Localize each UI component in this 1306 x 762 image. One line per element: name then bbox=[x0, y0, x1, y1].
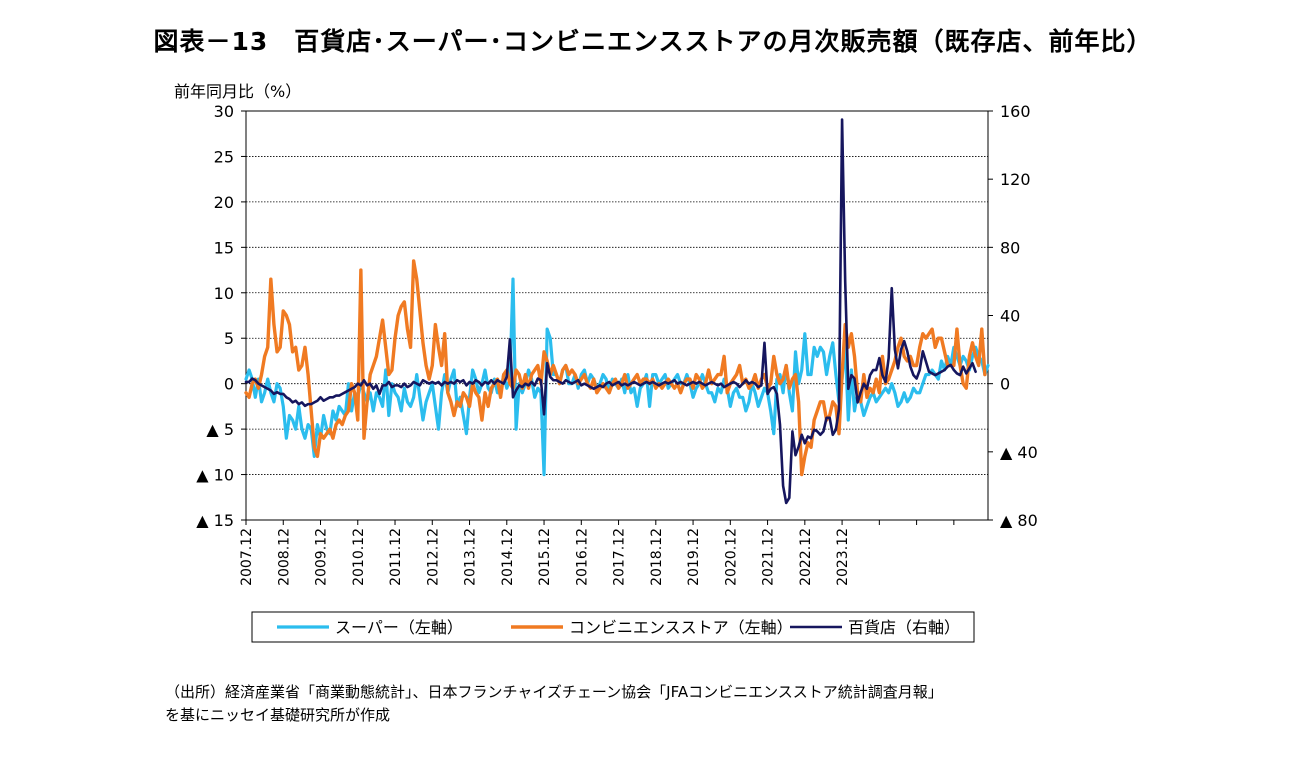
x-tick-label: 2009.12 bbox=[314, 528, 330, 586]
y-left-tick-label: 30 bbox=[214, 102, 234, 121]
y-left-tick-label: ▲ 10 bbox=[196, 466, 234, 485]
legend-box bbox=[251, 611, 975, 643]
y-left-tick-label: 5 bbox=[224, 329, 234, 348]
x-tick-label: 2007.12 bbox=[239, 528, 255, 586]
x-tick-label: 2013.12 bbox=[463, 528, 479, 586]
y-right-tick-label: 160 bbox=[1000, 102, 1031, 121]
y-right-tick-label: ▲ 40 bbox=[1000, 443, 1038, 462]
x-tick-label: 2016.12 bbox=[574, 528, 590, 586]
x-tick-label: 2020.12 bbox=[723, 528, 739, 586]
y-left-tick-label: ▲ 15 bbox=[196, 511, 234, 530]
x-tick-label: 2008.12 bbox=[276, 528, 292, 586]
y-right-tick-label: 120 bbox=[1000, 170, 1031, 189]
x-tick-label: 2012.12 bbox=[425, 528, 441, 586]
source-line-1: （出所）経済産業省「商業動態統計」、日本フランチャイズチェーン協会「JFAコンビ… bbox=[165, 683, 943, 701]
x-tick-label: 2019.12 bbox=[686, 528, 702, 586]
x-tick-label: 2015.12 bbox=[537, 528, 553, 586]
y-left-tick-label: 20 bbox=[214, 193, 234, 212]
legend-label-cvs: コンビニエンスストア（左軸） bbox=[569, 618, 793, 637]
y-left-tick-label: ▲ 5 bbox=[206, 420, 234, 439]
x-tick-label: 2021.12 bbox=[761, 528, 777, 586]
x-tick-label: 2023.12 bbox=[835, 528, 851, 586]
x-tick-label: 2018.12 bbox=[649, 528, 665, 586]
legend-label-dept: 百貨店（右軸） bbox=[848, 618, 960, 637]
y-right-tick-label: 40 bbox=[1000, 307, 1020, 326]
x-tick-label: 2017.12 bbox=[612, 528, 628, 586]
y-left-tick-label: 25 bbox=[214, 147, 234, 166]
y-right-tick-label: 0 bbox=[1000, 375, 1010, 394]
plot-area-border bbox=[245, 110, 989, 521]
x-tick-label: 2010.12 bbox=[351, 528, 367, 586]
y-right-tick-label: ▲ 80 bbox=[1000, 511, 1038, 530]
x-tick-label: 2011.12 bbox=[388, 528, 404, 586]
source-line-2: を基にニッセイ基礎研究所が作成 bbox=[165, 706, 391, 724]
x-tick-label: 2022.12 bbox=[798, 528, 814, 586]
legend-label-supa: スーパー（左軸） bbox=[335, 618, 463, 637]
chart-title: 図表－13 百貨店･スーパー･コンビニエンスストアの月次販売額（既存店、前年比） bbox=[153, 27, 1153, 56]
x-tick-label: 2014.12 bbox=[500, 528, 516, 586]
y-left-axis-label: 前年同月比（%） bbox=[174, 82, 301, 101]
source-note: （出所）経済産業省「商業動態統計」、日本フランチャイズチェーン協会「JFAコンビ… bbox=[165, 681, 943, 727]
y-left-tick-label: 10 bbox=[214, 284, 234, 303]
y-left-tick-label: 15 bbox=[214, 238, 234, 257]
y-right-tick-label: 80 bbox=[1000, 238, 1020, 257]
series-line-dept bbox=[244, 118, 977, 505]
y-left-tick-label: 0 bbox=[224, 375, 234, 394]
